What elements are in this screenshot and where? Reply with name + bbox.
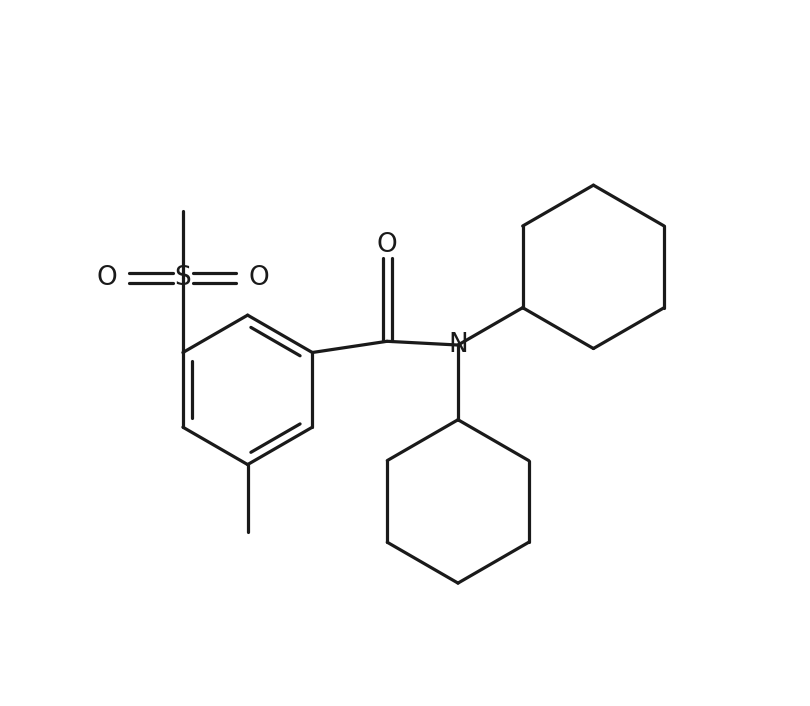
Text: N: N [448, 332, 468, 358]
Text: O: O [96, 265, 117, 291]
Text: S: S [174, 265, 191, 291]
Text: O: O [377, 232, 398, 258]
Text: O: O [249, 265, 270, 291]
